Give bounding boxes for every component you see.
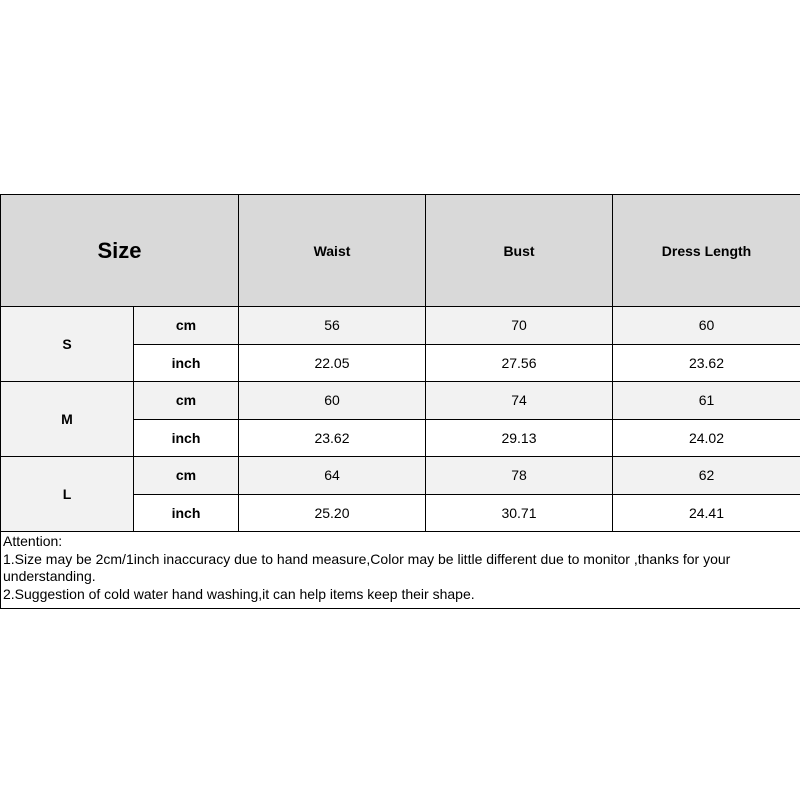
waist-header: Waist [238, 194, 426, 307]
header-row: Size Waist Bust Dress Length [0, 194, 800, 307]
table-row: inch 23.62 29.13 24.02 [1, 418, 800, 457]
cell: 29.13 [425, 418, 613, 457]
unit-label: cm [133, 306, 239, 345]
cell: 25.20 [238, 493, 426, 532]
cell: 22.05 [238, 343, 426, 382]
unit-label: inch [133, 343, 239, 382]
cell: 24.41 [612, 493, 800, 532]
notes-line-2: 2.Suggestion of cold water hand washing,… [3, 585, 475, 602]
notes-title: Attention: [3, 533, 63, 549]
cell: 78 [425, 456, 613, 495]
notes-row: Attention: 1.Size may be 2cm/1inch inacc… [0, 531, 800, 609]
cell: 23.62 [612, 343, 800, 382]
size-label: L [0, 456, 134, 532]
cell: 70 [425, 306, 613, 345]
table-row: M cm 60 74 61 [0, 381, 800, 457]
cell: 60 [238, 381, 426, 420]
unit-label: inch [133, 418, 239, 457]
attention-notes: Attention: 1.Size may be 2cm/1inch inacc… [0, 531, 800, 609]
cell: 27.56 [425, 343, 613, 382]
table-row: L cm 64 78 62 [0, 456, 800, 532]
size-chart-table: Size Waist Bust Dress Length S cm 56 70 … [0, 194, 800, 609]
table-row: inch 25.20 30.71 24.41 [1, 493, 800, 532]
cell: 62 [612, 456, 800, 495]
size-label: M [0, 381, 134, 457]
size-header: Size [0, 194, 239, 307]
table-row: inch 22.05 27.56 23.62 [1, 343, 800, 382]
cell: 24.02 [612, 418, 800, 457]
bust-header: Bust [425, 194, 613, 307]
table-row: S cm 56 70 60 [0, 306, 800, 382]
unit-label: cm [133, 456, 239, 495]
cell: 23.62 [238, 418, 426, 457]
cell: 74 [425, 381, 613, 420]
cell: 30.71 [425, 493, 613, 532]
size-label: S [0, 306, 134, 382]
cell: 64 [238, 456, 426, 495]
dress-length-header: Dress Length [612, 194, 800, 307]
notes-line-1: 1.Size may be 2cm/1inch inaccuracy due t… [3, 550, 731, 585]
cell: 56 [238, 306, 426, 345]
unit-label: inch [133, 493, 239, 532]
unit-label: cm [133, 381, 239, 420]
cell: 61 [612, 381, 800, 420]
cell: 60 [612, 306, 800, 345]
